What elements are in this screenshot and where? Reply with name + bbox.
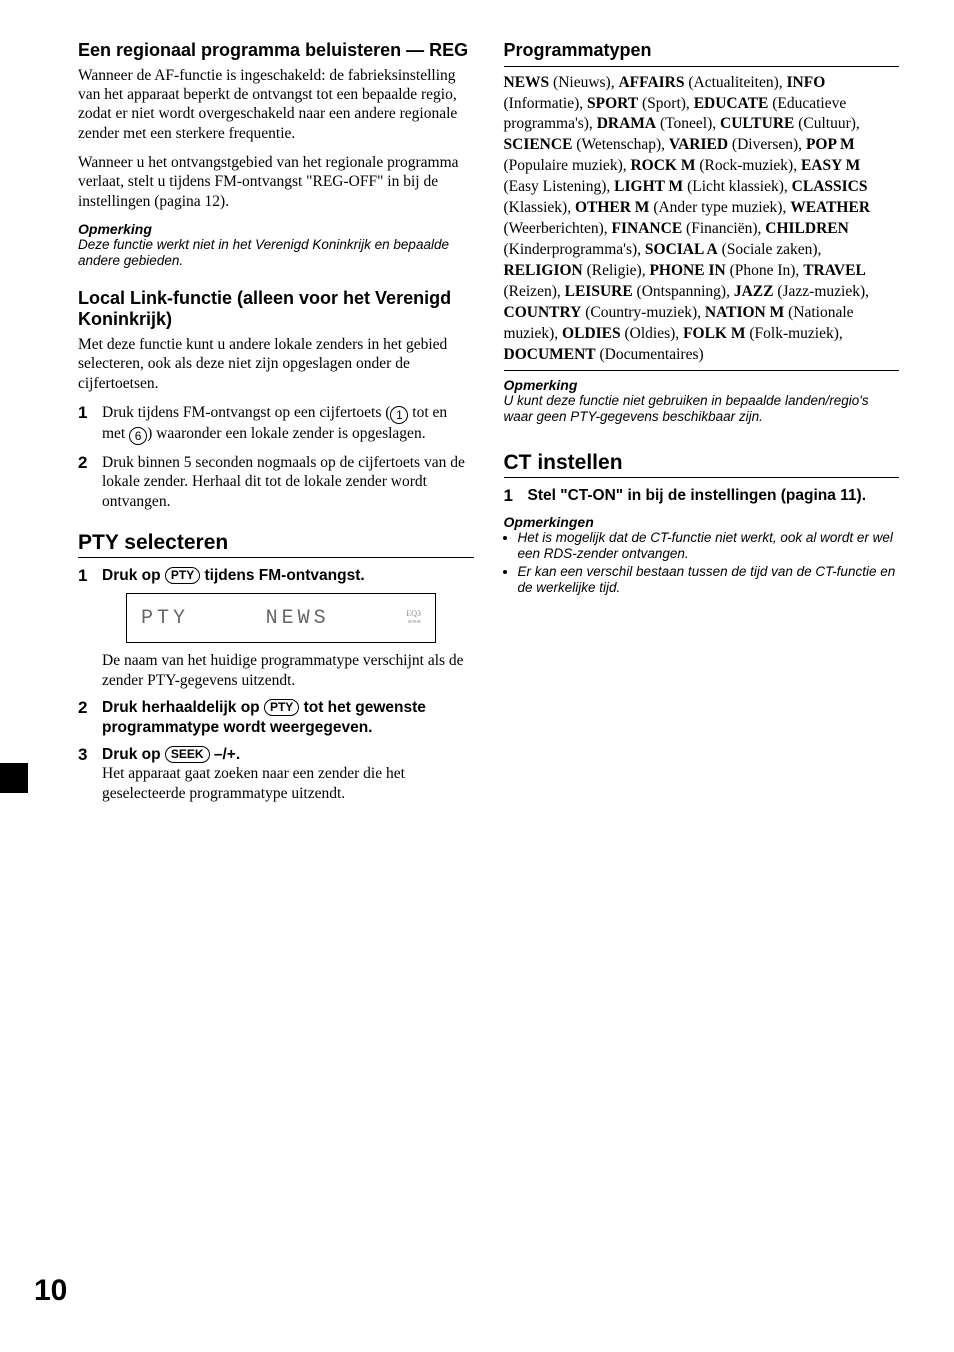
- lcd-r2: ≡≡≡: [407, 617, 421, 626]
- step-number: 2: [78, 698, 92, 737]
- step-after: Het apparaat gaat zoeken naar een zender…: [102, 764, 474, 803]
- pt-note-heading: Opmerking: [504, 377, 900, 393]
- ct-note-2: Er kan een verschil bestaan tussen de ti…: [518, 564, 900, 596]
- lcd-right: EQ3 ≡≡≡: [406, 610, 421, 626]
- step-text: Stel "CT-ON" in bij de instellingen (pag…: [528, 486, 867, 506]
- s1a: Druk op: [102, 567, 165, 584]
- s3b: –/+.: [210, 746, 241, 763]
- page-number: 10: [34, 1274, 67, 1308]
- pty-step-1: 1 Druk op PTY tijdens FM-ontvangst. PTY …: [78, 566, 474, 690]
- s1b: tijdens FM-ontvangst.: [200, 567, 364, 584]
- step-text: Druk tijdens FM-ontvangst op een cijfert…: [102, 403, 474, 445]
- pty-button-icon: PTY: [264, 699, 299, 716]
- seek-button-icon: SEEK: [165, 746, 210, 763]
- pty-step-2: 2 Druk herhaaldelijk op PTY tot het gewe…: [78, 698, 474, 737]
- step-number: 1: [504, 486, 518, 506]
- reg-note: Deze functie werkt niet in het Verenigd …: [78, 237, 474, 269]
- step-number: 1: [78, 403, 92, 445]
- progtypes-list: NEWS (Nieuws), AFFAIRS (Actualiteiten), …: [504, 73, 900, 366]
- ct-step-1: 1 Stel "CT-ON" in bij de instellingen (p…: [504, 486, 900, 506]
- step-content: Druk op PTY tijdens FM-ontvangst. PTY NE…: [102, 566, 474, 690]
- content-columns: Een regionaal programma beluisteren — RE…: [78, 40, 899, 803]
- divider: [504, 477, 900, 478]
- reg-heading: Een regionaal programma beluisteren — RE…: [78, 40, 474, 62]
- local-step-2: 2 Druk binnen 5 seconden nogmaals op de …: [78, 453, 474, 511]
- step-after: De naam van het huidige programmatype ve…: [102, 651, 474, 690]
- s2a: Druk herhaaldelijk op: [102, 699, 264, 716]
- lcd-left: PTY: [141, 607, 189, 630]
- step-text: Druk binnen 5 seconden nogmaals op de ci…: [102, 453, 474, 511]
- pty-heading: PTY selecteren: [78, 531, 474, 555]
- divider: [504, 370, 900, 371]
- step-text: Druk herhaaldelijk op PTY tot het gewens…: [102, 698, 474, 737]
- page-tab: [0, 763, 28, 793]
- key-1-icon: 1: [390, 406, 408, 424]
- pty-button-icon: PTY: [165, 567, 200, 584]
- s1c: ) waaronder een lokale zender is opgesla…: [147, 425, 425, 442]
- left-column: Een regionaal programma beluisteren — RE…: [78, 40, 474, 803]
- progtypes-heading: Programmatypen: [504, 40, 900, 62]
- local-heading: Local Link-functie (alleen voor het Vere…: [78, 288, 474, 331]
- divider: [78, 557, 474, 558]
- reg-note-heading: Opmerking: [78, 221, 474, 237]
- lcd-display: PTY NEWS EQ3 ≡≡≡: [126, 593, 436, 643]
- pt-note: U kunt deze functie niet gebruiken in be…: [504, 393, 900, 425]
- key-6-icon: 6: [129, 427, 147, 445]
- divider: [504, 66, 900, 67]
- step-number: 3: [78, 745, 92, 803]
- reg-p1: Wanneer de AF-functie is ingeschakeld: d…: [78, 66, 474, 144]
- step-content: Druk op SEEK –/+. Het apparaat gaat zoek…: [102, 745, 474, 803]
- local-intro: Met deze functie kunt u andere lokale ze…: [78, 335, 474, 393]
- ct-notes-heading: Opmerkingen: [504, 514, 900, 530]
- step-number: 1: [78, 566, 92, 690]
- step-number: 2: [78, 453, 92, 511]
- step-text: Druk op SEEK –/+.: [102, 745, 474, 764]
- ct-heading: CT instellen: [504, 451, 900, 475]
- ct-note-1: Het is mogelijk dat de CT-functie niet w…: [518, 530, 900, 562]
- s3a: Druk op: [102, 746, 165, 763]
- s1a: Druk tijdens FM-ontvangst op een cijfert…: [102, 404, 390, 421]
- right-column: Programmatypen NEWS (Nieuws), AFFAIRS (A…: [504, 40, 900, 803]
- ct-notes-list: Het is mogelijk dat de CT-functie niet w…: [504, 530, 900, 597]
- local-step-1: 1 Druk tijdens FM-ontvangst op een cijfe…: [78, 403, 474, 445]
- lcd-center: NEWS: [266, 607, 330, 630]
- step-text: Druk op PTY tijdens FM-ontvangst.: [102, 566, 474, 585]
- pty-step-3: 3 Druk op SEEK –/+. Het apparaat gaat zo…: [78, 745, 474, 803]
- reg-p2: Wanneer u het ontvangstgebied van het re…: [78, 153, 474, 211]
